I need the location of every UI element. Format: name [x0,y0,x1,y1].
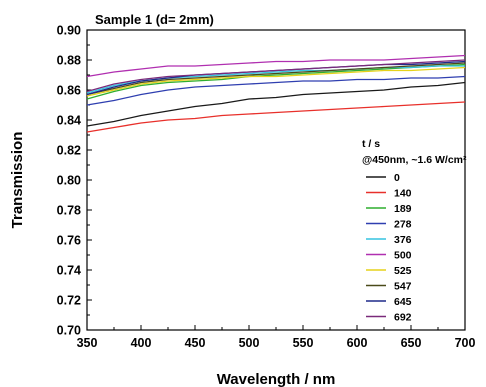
legend-label: 140 [394,188,412,200]
y-tick-label: 0.80 [57,174,81,188]
legend-label: 645 [394,296,412,308]
legend-title-condition: @450nm, ~1.6 W/cm² [362,154,467,166]
series-layer [86,54,466,133]
x-tick-label: 450 [185,336,206,350]
legend-label: 0 [394,172,400,184]
series-line-692 [86,59,466,93]
x-tick-label: 550 [293,336,314,350]
x-tick-label: 350 [77,336,98,350]
series-line-525 [86,66,466,97]
y-tick-label: 0.74 [57,264,81,278]
y-tick-label: 0.72 [57,294,81,308]
x-tick-label: 650 [401,336,422,350]
legend-label: 278 [394,219,412,231]
y-tick-label: 0.70 [57,324,81,338]
y-tick-label: 0.82 [57,144,81,158]
legend-label: 547 [394,281,412,293]
x-axis-ticks: 350 400 450 500 550 600 650 700 [77,325,476,350]
legend-items: 0 140 189 278 376 500 525 547 645 692 [366,172,412,324]
chart-title: Sample 1 (d= 2mm) [95,12,214,27]
y-axis-title: Transmission [9,132,26,229]
legend-label: 376 [394,234,412,246]
y-tick-label: 0.76 [57,234,81,248]
y-axis-ticks: 0.70 0.72 0.74 0.76 0.78 0.80 0.82 0.84 0.86 0.88… [57,24,92,338]
series-line-278 [86,75,466,106]
legend: t / s @450nm, ~1.6 W/cm² 0 140 189 278 376 50… [362,138,467,324]
series-line-500 [86,54,466,78]
x-tick-label: 500 [239,336,260,350]
y-tick-label: 0.88 [57,54,81,68]
legend-title-time: t / s [362,138,380,150]
series-line-0 [86,81,466,127]
series-line-140 [86,101,466,133]
x-axis-title: Wavelength / nm [217,371,336,387]
legend-label: 189 [394,203,412,215]
x-tick-label: 700 [455,336,476,350]
x-tick-label: 600 [347,336,368,350]
x-tick-label: 400 [131,336,152,350]
y-tick-label: 0.78 [57,204,81,218]
legend-label: 500 [394,250,412,262]
series-line-547 [86,62,466,96]
legend-label: 525 [394,265,412,277]
legend-label: 692 [394,312,412,324]
y-tick-label: 0.84 [57,114,81,128]
y-tick-label: 0.90 [57,24,81,38]
y-tick-label: 0.86 [57,84,81,98]
